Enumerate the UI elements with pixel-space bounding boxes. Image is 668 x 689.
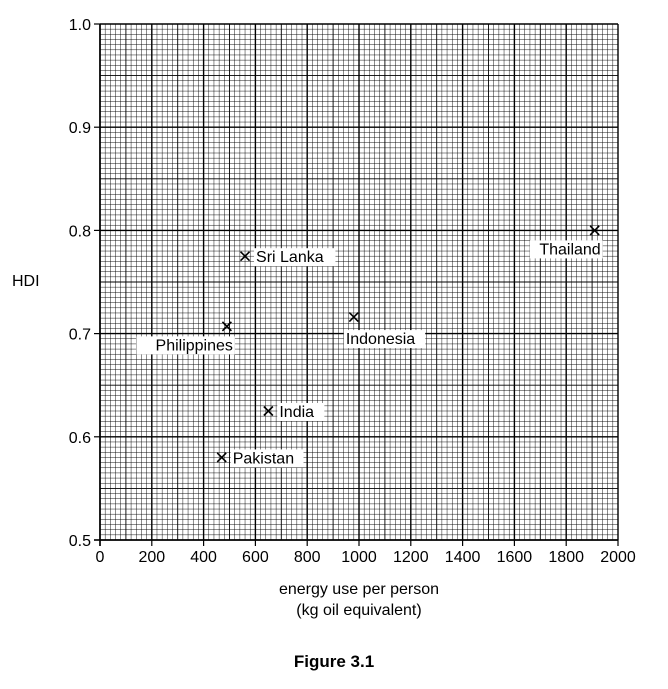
point-label: Indonesia [346,331,415,348]
data-point-sri-lanka: Sri Lanka [239,248,336,267]
x-tick-label: 2000 [600,549,636,566]
point-label: Philippines [156,337,233,354]
x-tick-label: 0 [96,549,105,566]
y-tick-label: 0.8 [69,223,91,240]
point-label-background [254,248,336,267]
data-point-indonesia: Indonesia [343,312,426,349]
x-tick-label: 1000 [341,549,377,566]
point-label-background [529,240,603,259]
y-tick-label: 0.7 [69,327,91,344]
point-label-background [230,449,304,468]
point-marker [348,312,359,323]
point-marker [216,452,227,463]
point-label-background [136,336,235,355]
point-label: Sri Lanka [256,249,324,266]
x-axis-label-line1: energy use per person [278,581,440,598]
data-point-pakistan: Pakistan [216,449,304,468]
x-tick-label: 1200 [393,549,429,566]
x-tick-label: 400 [190,549,217,566]
x-tick-label: 1800 [548,549,584,566]
data-point-india: India [263,403,325,421]
x-tick-label: 200 [138,549,165,566]
point-marker [239,251,251,262]
x-axis-label-line2: (kg oil equivalent) [296,602,422,619]
x-axis-label: energy use per person (kg oil equivalent… [100,579,618,621]
point-label-background [277,403,325,421]
x-tick-label: 1400 [445,549,481,566]
x-tick-label: 800 [294,549,321,566]
point-label: Thailand [539,241,600,258]
y-axis-label: HDI [12,273,40,290]
point-label-background [343,330,426,349]
y-tick-label: 0.5 [69,533,91,550]
figure-caption: Figure 3.1 [293,652,375,671]
data-point-thailand: Thailand [529,225,603,259]
point-label: Pakistan [233,450,294,467]
y-tick-label: 1.0 [69,17,91,34]
point-marker [589,225,600,236]
y-tick-label: 0.6 [69,430,91,447]
data-point-philippines: Philippines [136,321,235,355]
point-label: India [279,404,314,421]
y-tick-label: 0.9 [69,120,91,137]
x-tick-label: 1600 [497,549,533,566]
point-marker [221,321,232,332]
x-tick-label: 600 [242,549,269,566]
point-marker [263,405,274,417]
